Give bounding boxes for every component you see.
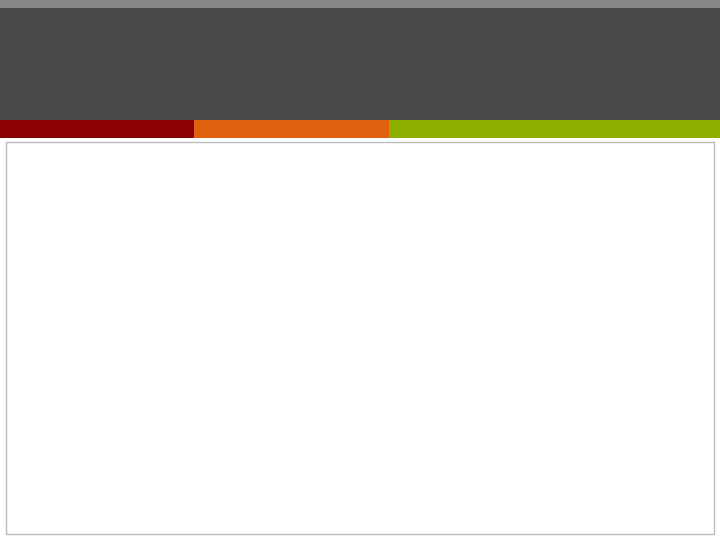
Text: proportions  to  test  whether  there  is  significant  association: proportions to test whether there is sig… <box>50 275 555 290</box>
Text: $\chi^{2} = \sum_{i=1}^{k} \dfrac{(O_i - E_i)^2}{E_i}$: $\chi^{2} = \sum_{i=1}^{k} \dfrac{(O_i -… <box>256 418 464 492</box>
Text: between two are not: between two are not <box>50 295 217 310</box>
Text: of parametric tests: of parametric tests <box>50 380 203 395</box>
Text: (X²): (X²) <box>165 175 200 192</box>
Text: Compares  observed  and  expected: Compares observed and expected <box>190 175 481 190</box>
Text: It is non parametric test, but is included in traditional methods: It is non parametric test, but is includ… <box>50 360 555 375</box>
Text: This  test  is  applied  to  compare  two  or  more  than  two: This test is applied to compare two or m… <box>50 255 528 270</box>
Text: Chi  Square  test: Chi Square test <box>50 175 189 190</box>
Text: Categorical data assessment: Categorical data assessment <box>18 49 541 83</box>
Text: frequencies.: frequencies. <box>50 195 149 210</box>
